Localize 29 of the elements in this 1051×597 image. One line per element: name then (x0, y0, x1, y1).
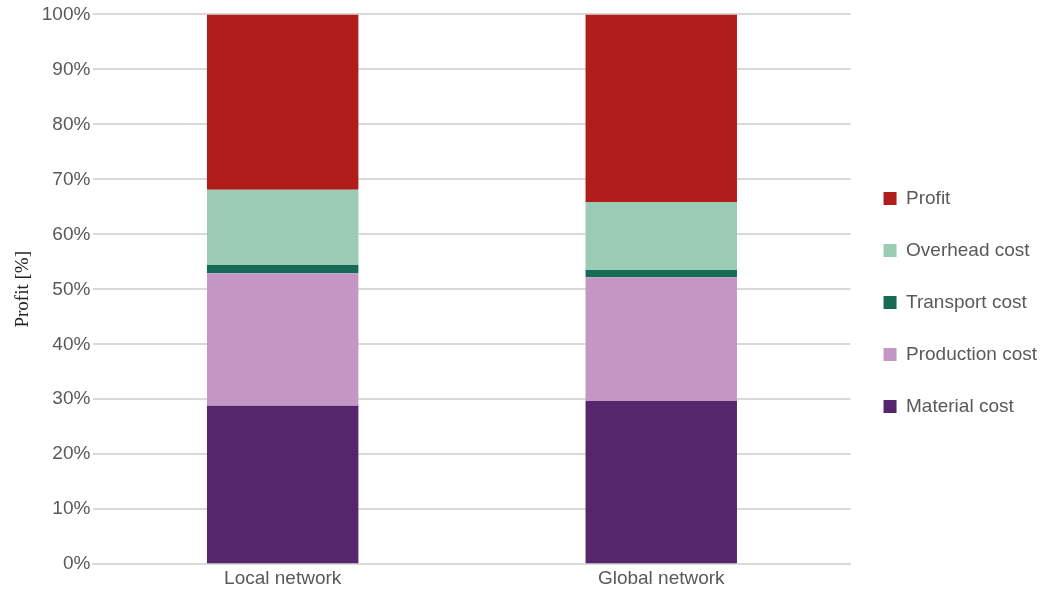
bar (206, 405, 359, 564)
bar (585, 201, 737, 271)
y-tick-label: 70% (52, 167, 91, 189)
y-tick-label: 30% (52, 387, 91, 409)
y-tick-label: 20% (52, 442, 91, 464)
legend-label: Transport cost (906, 290, 1028, 312)
bar (206, 273, 359, 406)
x-tick-label: Global network (597, 566, 726, 588)
y-tick-label: 60% (52, 222, 91, 244)
y-tick-label: 80% (52, 112, 91, 134)
x-tick-label: Local network (224, 566, 342, 588)
legend-label: Overhead cost (906, 238, 1031, 260)
bar (585, 400, 737, 564)
bar (585, 277, 737, 401)
legend-label: Profit (906, 186, 952, 208)
bar (585, 270, 737, 278)
y-tick-label: 0% (62, 552, 91, 574)
y-tick-label: 100% (41, 2, 91, 24)
legend-label: Material cost (906, 394, 1015, 416)
y-tick-label: 50% (52, 277, 91, 299)
y-tick-label: 90% (52, 57, 91, 79)
bar (206, 189, 359, 266)
y-axis-title: Profit [%] (11, 251, 33, 328)
bar (206, 14, 359, 190)
y-tick-label: 10% (52, 497, 91, 519)
y-tick-label: 40% (52, 332, 91, 354)
legend-label: Production cost (906, 342, 1038, 364)
bar (206, 265, 359, 274)
bar (585, 14, 737, 202)
